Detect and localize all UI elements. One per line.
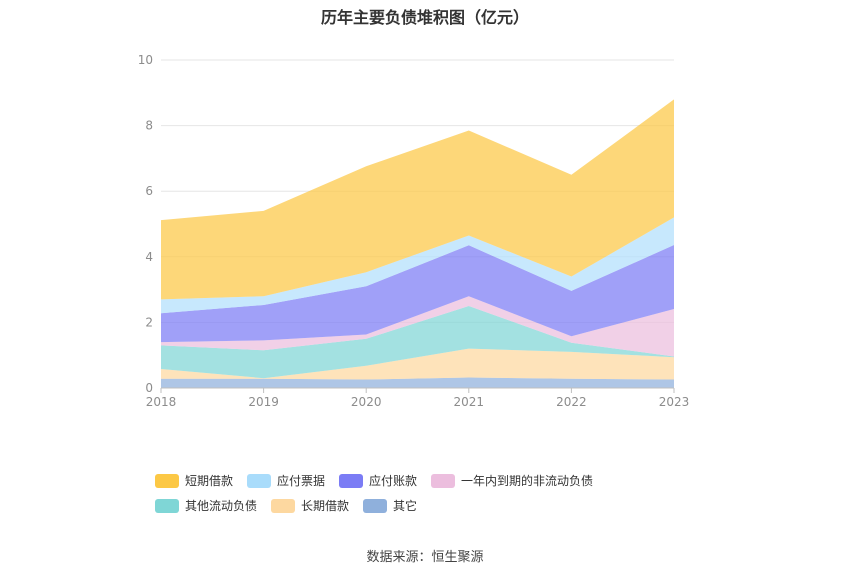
area-series-6 [161,217,674,314]
axis-layer: 0 2 4 6 8 10 2018 2019 2020 2021 2022 2023 [138,53,690,409]
legend-swatch [155,498,179,513]
x-tick-label: 2022 [556,395,587,409]
legend-label: 短期借款 [185,474,234,488]
legend-label: 其他流动负债 [185,499,258,513]
area-series-4 [161,296,674,357]
chart-title: 历年主要负债堆积图（亿元） [320,8,529,27]
area-layer [161,99,674,388]
legend-label: 应付票据 [277,474,326,488]
x-tick-label: 2018 [146,395,177,409]
area-series-7 [161,99,674,300]
area-series-2 [161,348,674,380]
legend-label: 一年内到期的非流动负债 [461,474,594,488]
legend-swatch [247,473,272,488]
x-tick-label: 2023 [659,395,690,409]
y-tick-label: 6 [145,184,153,198]
legend-item[interactable]: 其他流动负债 [155,497,257,514]
x-tick-label: 2021 [454,395,485,409]
legend-item[interactable]: 长期借款 [271,497,349,514]
y-tick-label: 10 [138,53,153,67]
legend: 短期借款 应付票据 应付账款 一年内到期的非流动负债其他流动负债 长期借款 其它 [155,472,715,514]
legend-item[interactable]: 其它 [363,497,417,514]
y-tick-label: 0 [145,381,153,395]
legend-swatch [155,473,179,488]
legend-swatch [431,473,456,488]
legend-label: 应付账款 [369,474,418,488]
y-tick-label: 2 [145,315,153,329]
legend-item[interactable]: 应付账款 [339,472,417,489]
area-series-5 [161,245,674,343]
source-note: 数据来源：恒生聚源 [366,550,484,565]
x-tick-label: 2019 [248,395,279,409]
legend-item[interactable]: 短期借款 [155,472,233,489]
y-tick-label: 4 [145,250,153,264]
legend-item[interactable]: 一年内到期的非流动负债 [431,472,593,489]
x-tick-label: 2020 [351,395,382,409]
legend-swatch [271,498,296,513]
legend-swatch [363,498,388,513]
legend-swatch [339,473,364,488]
area-series-1 [161,377,674,388]
legend-label: 长期借款 [301,499,350,513]
legend-item[interactable]: 应付票据 [247,472,325,489]
y-tick-label: 8 [145,119,153,133]
legend-label: 其它 [393,499,418,513]
area-series-3 [161,306,674,379]
